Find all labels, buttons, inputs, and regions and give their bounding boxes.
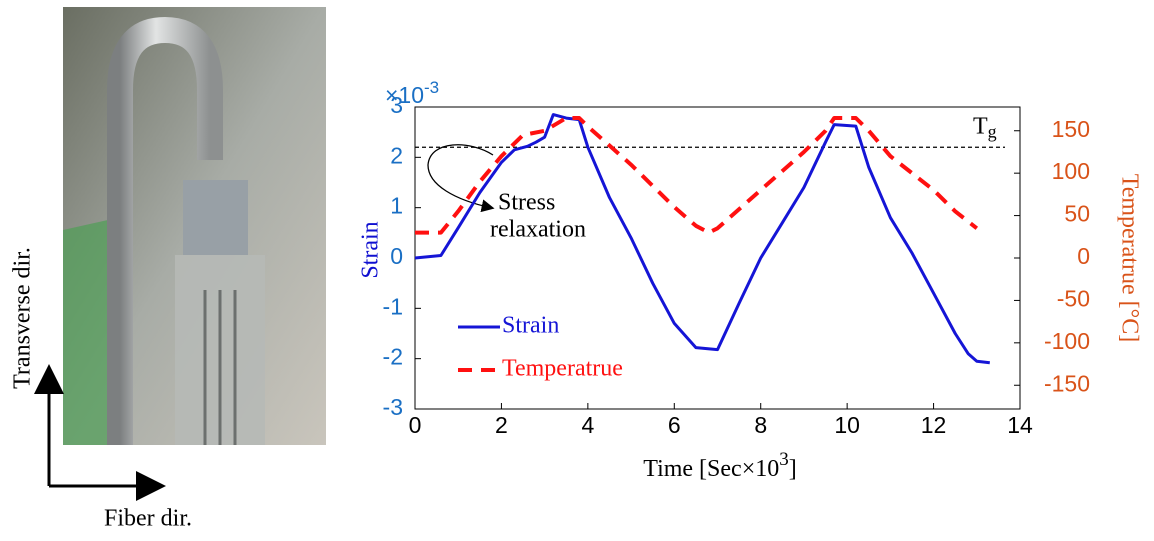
y2-axis-label: Temperatrue [°C] — [1116, 174, 1142, 343]
x-axis-label-close: ] — [789, 456, 797, 482]
y-tick-label: 3 — [390, 92, 403, 118]
legend-label: Strain — [502, 313, 559, 339]
y-axis-label: Strain — [358, 221, 384, 278]
photo — [63, 7, 326, 445]
x-tick-label: 0 — [409, 412, 422, 438]
y2-tick-label: 50 — [1064, 201, 1090, 227]
x-tick-label: 8 — [754, 412, 767, 438]
x-tick-label: 10 — [834, 412, 860, 438]
legend-label: Temperatrue — [502, 356, 623, 382]
y2-tick-label: -100 — [1044, 328, 1090, 354]
y2-tick-label: -150 — [1044, 370, 1090, 396]
y-tick-label: 0 — [390, 243, 403, 269]
reference-label-sub: g — [988, 121, 997, 141]
y-multiplier: ×10-3 — [385, 78, 439, 108]
annotation: relaxation — [490, 217, 586, 243]
annotation-arrow — [427, 144, 495, 213]
x-axis-label: Time [Sec×103] — [643, 449, 796, 481]
x-axis-label-text: Time [Sec×10 — [643, 456, 779, 482]
x-tick-label: 6 — [668, 412, 681, 438]
y2-tick-label: 0 — [1077, 243, 1090, 269]
y-tick-label: -2 — [383, 344, 403, 370]
x-axis-label-exponent: 3 — [779, 449, 789, 470]
y2-tick-label: 150 — [1052, 116, 1090, 142]
direction-label: Transverse dir. — [10, 247, 36, 389]
y-tick-label: -1 — [383, 293, 403, 319]
direction-label: Fiber dir. — [104, 506, 192, 532]
y-tick-label: 2 — [390, 142, 403, 168]
y2-tick-label: 100 — [1052, 158, 1090, 184]
data-line — [414, 113, 990, 365]
annotation: Stress — [498, 190, 555, 216]
reference-label: Tg — [973, 113, 997, 142]
reference-label-main: T — [973, 113, 988, 139]
y-tick-label: 1 — [390, 193, 403, 219]
x-tick-label: 4 — [581, 412, 594, 438]
x-tick-label: 12 — [921, 412, 947, 438]
y2-tick-label: -50 — [1057, 285, 1090, 311]
data-line — [415, 116, 979, 235]
x-tick-label: 2 — [495, 412, 508, 438]
y-multiplier-exponent: -3 — [424, 78, 439, 97]
y-tick-label: -3 — [383, 394, 403, 420]
chart: 0 2 4 6 8 10 12 14-3-2-10123-150-100-5005010015… — [358, 78, 1143, 481]
y-multiplier-base: ×10 — [385, 82, 424, 108]
x-tick-label: 14 — [1007, 412, 1033, 438]
